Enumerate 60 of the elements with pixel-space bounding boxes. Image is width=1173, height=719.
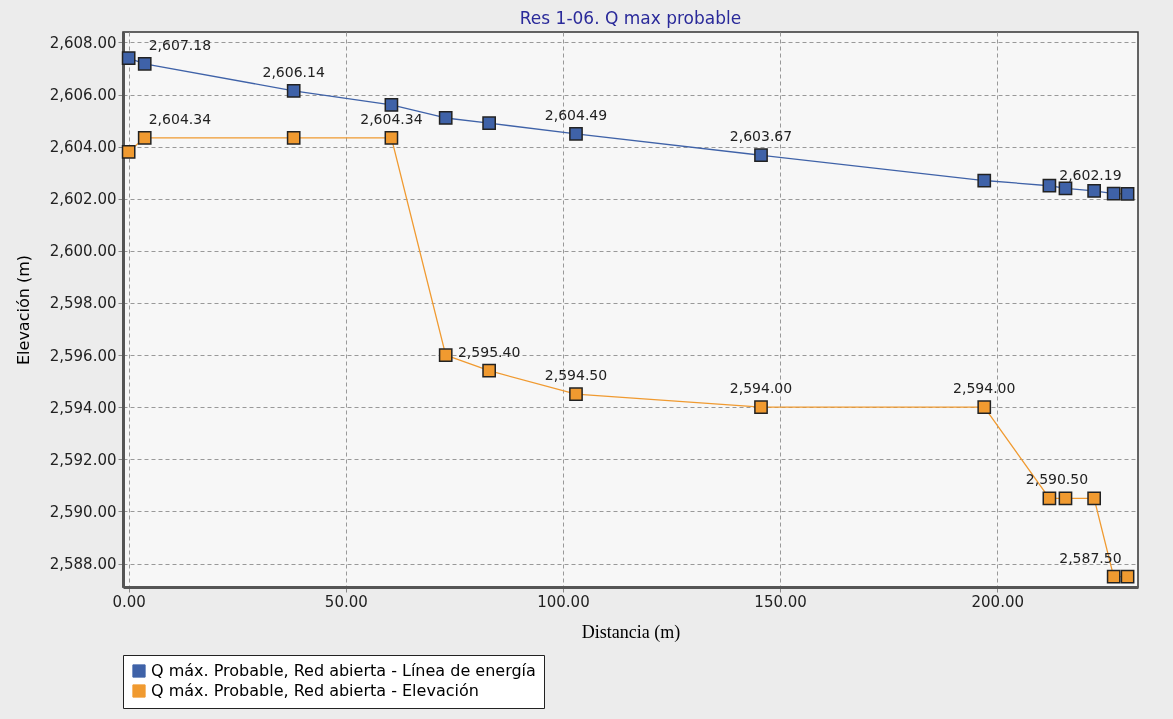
y-tick-label: 2,604.00: [49, 138, 117, 157]
point: [754, 148, 768, 163]
point: [121, 144, 136, 159]
point: [1042, 491, 1057, 506]
point: [438, 348, 453, 362]
y-tick-label: 2,602.00: [49, 190, 117, 209]
point: [1058, 181, 1073, 196]
data-label: 2,606.14: [262, 63, 325, 80]
data-label: 2,595.40: [457, 343, 521, 360]
x-tick-label: 200.00: [971, 592, 1025, 611]
point: [121, 51, 136, 65]
y-tick-label: 2,596.00: [49, 346, 117, 365]
data-label: 2,594.00: [953, 380, 1016, 397]
y-tick-label: 2,592.00: [49, 450, 117, 469]
y-tick-label: 2,590.00: [49, 502, 117, 521]
point: [1042, 178, 1057, 193]
chart-title: Res 1-06. Q max probable: [519, 8, 742, 28]
y-tick-label: 2,608.00: [49, 33, 117, 52]
data-label: 2,594.00: [729, 380, 793, 397]
point: [977, 400, 992, 415]
y-tick-label: 2,600.00: [49, 242, 117, 261]
y-tick-label: 2,594.00: [49, 398, 117, 417]
point: [1058, 491, 1073, 506]
y-tick-label: 2,588.00: [49, 555, 117, 574]
x-tick-label: 0.00: [112, 592, 146, 611]
data-label: 2,604.34: [360, 110, 423, 127]
x-tick-label: 150.00: [754, 592, 807, 611]
y-axis-title: Elevación (m): [13, 255, 33, 365]
x-tick-label: 50.00: [324, 592, 368, 611]
point: [977, 173, 992, 188]
point: [482, 116, 496, 131]
x-axis-title: Distancia (m): [581, 621, 681, 643]
point: [286, 84, 301, 98]
data-label: 2,604.49: [544, 106, 608, 123]
point: [1106, 186, 1121, 201]
point: [1087, 184, 1102, 198]
x-tick-label: 100.00: [537, 592, 590, 611]
point: [286, 130, 301, 145]
legend-label: Q máx. Probable, Red abierta - Elevación: [151, 681, 479, 700]
point: [384, 130, 399, 145]
point: [482, 363, 496, 378]
data-label: 2,607.18: [148, 36, 212, 53]
data-label: 2,602.19: [1059, 166, 1122, 183]
data-label: 2,603.67: [729, 128, 793, 145]
y-tick-label: 2,598.00: [49, 294, 117, 313]
data-label: 2,604.34: [148, 110, 212, 127]
point: [1087, 491, 1102, 506]
point: [137, 130, 152, 145]
point: [1120, 569, 1135, 584]
point: [384, 98, 399, 112]
point: [754, 400, 768, 415]
point: [569, 127, 583, 141]
y-tick-label: 2,606.00: [49, 86, 117, 105]
point: [137, 56, 152, 71]
legend-label: Q máx. Probable, Red abierta - Línea de energía: [151, 661, 536, 680]
point: [569, 387, 583, 402]
point: [438, 111, 453, 125]
point: [1120, 186, 1135, 201]
point: [1106, 569, 1121, 584]
data-label: 2,594.50: [544, 367, 608, 384]
